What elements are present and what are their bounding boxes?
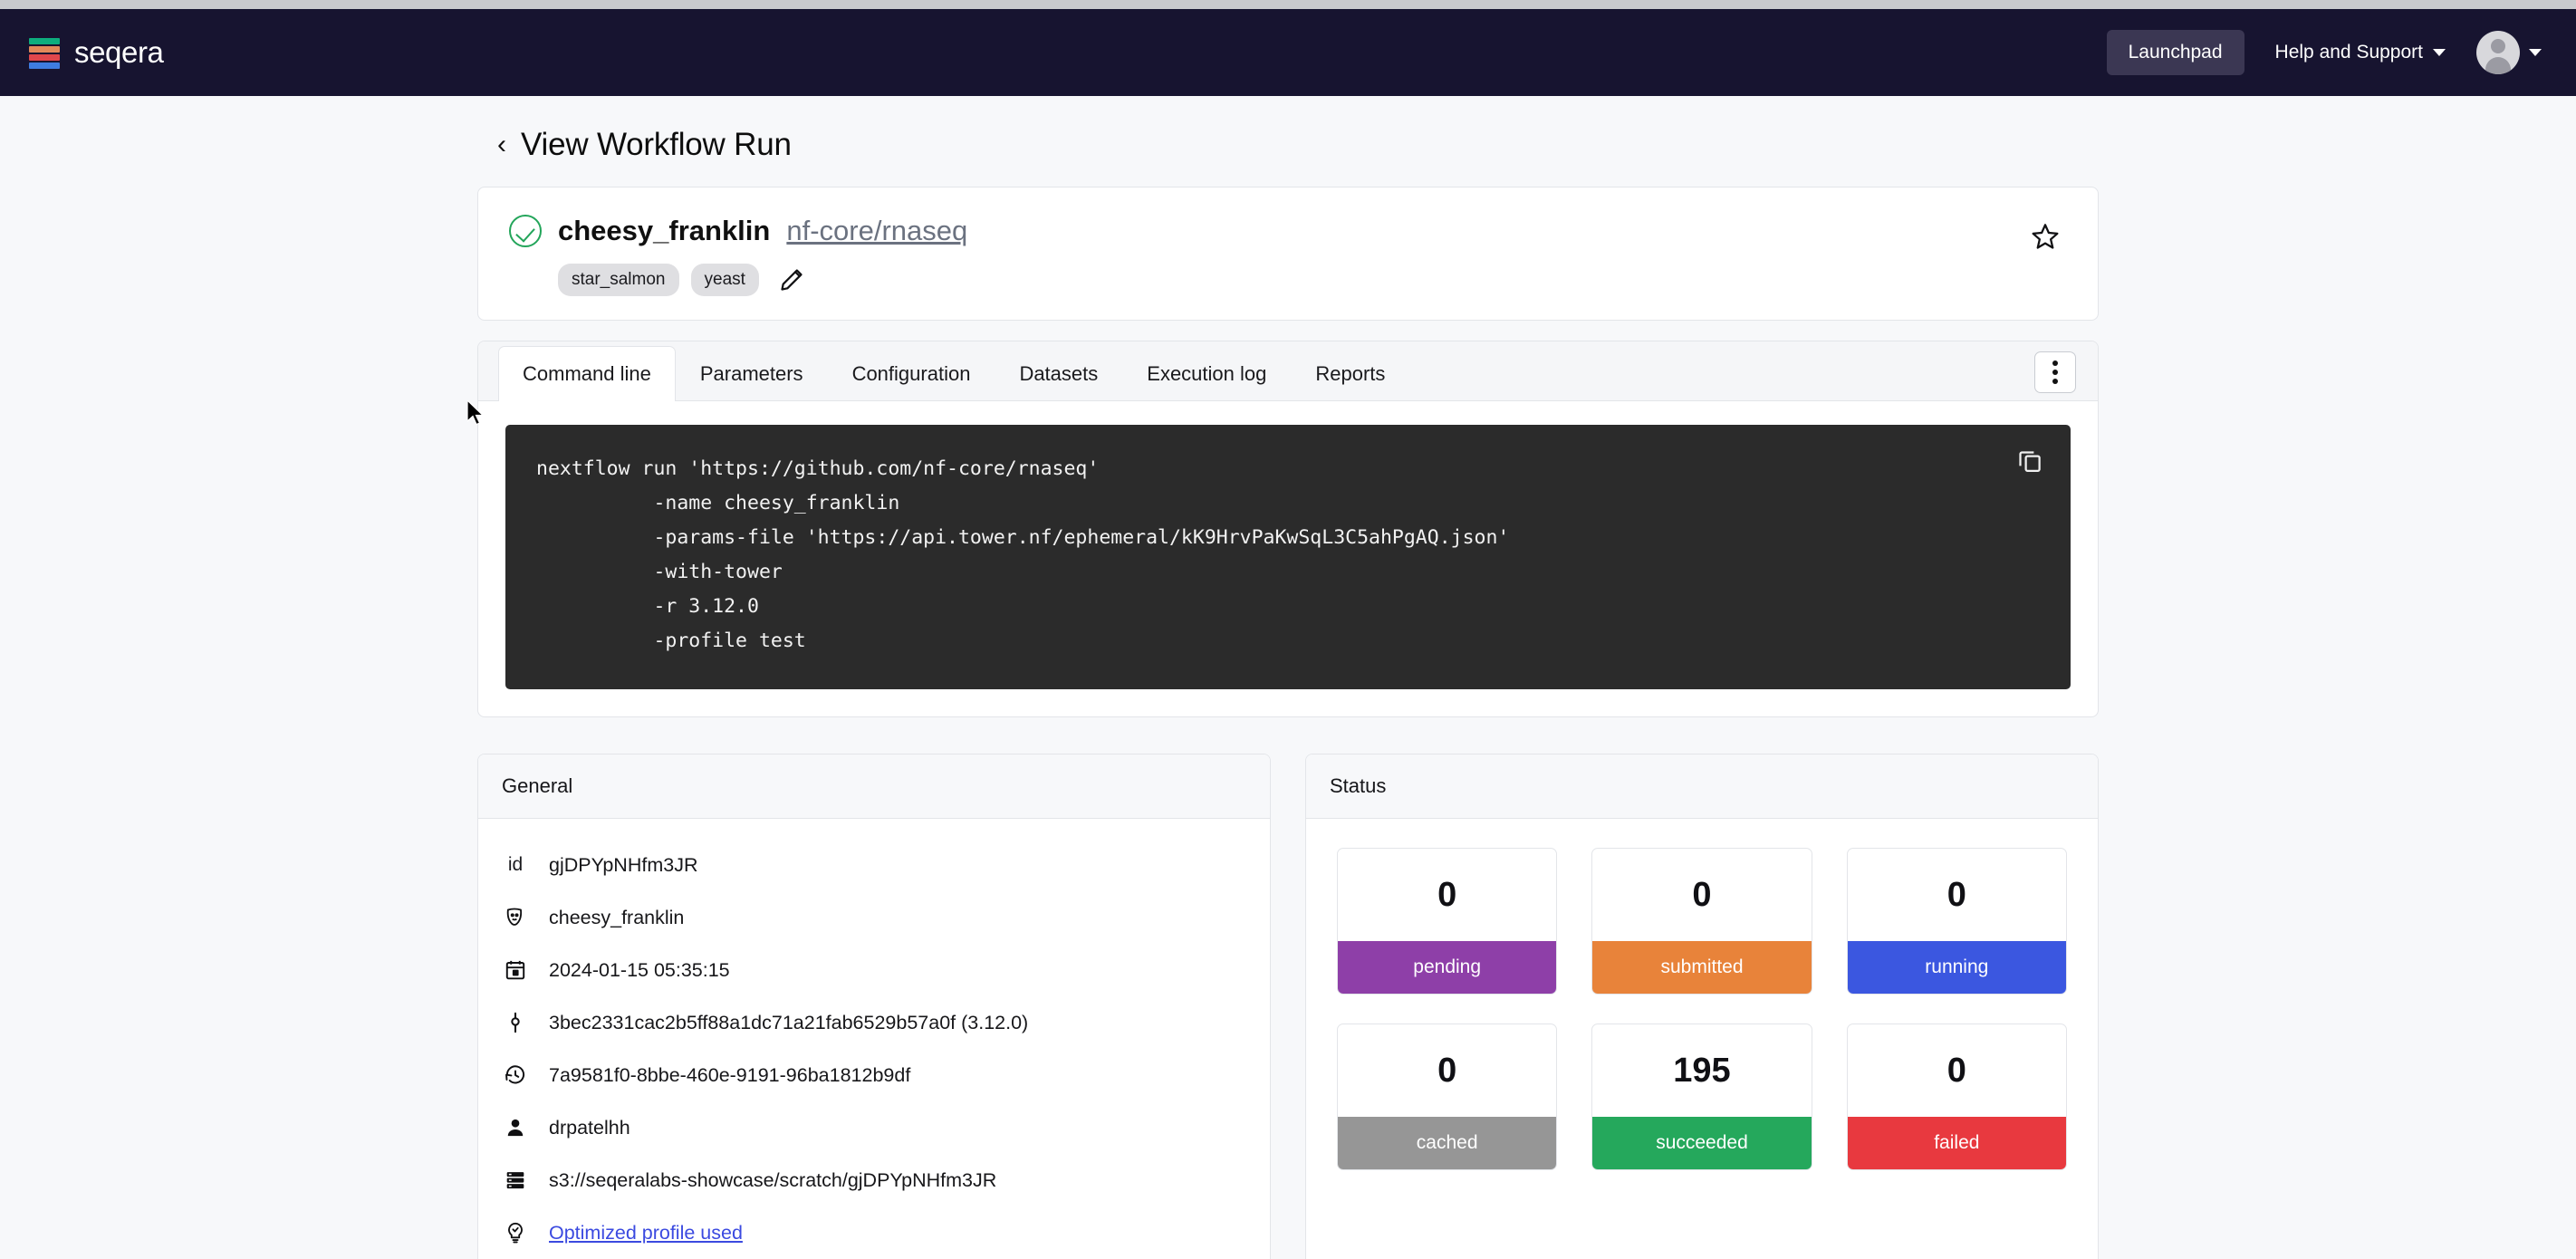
copy-icon[interactable] bbox=[2016, 447, 2043, 474]
general-panel-body: id gjDPYpNHfm3JR bbox=[478, 819, 1270, 1259]
status-badge: running bbox=[1847, 941, 2066, 994]
star-icon[interactable] bbox=[2031, 222, 2060, 255]
seqera-logo-icon bbox=[27, 35, 62, 70]
optimized-profile-link[interactable]: Optimized profile used bbox=[549, 1221, 743, 1244]
id-label: id bbox=[507, 854, 524, 875]
status-count: 195 bbox=[1673, 1051, 1731, 1090]
server-icon bbox=[502, 1168, 529, 1192]
pencil-icon[interactable] bbox=[778, 266, 805, 293]
tab-execution-log[interactable]: Execution log bbox=[1147, 362, 1267, 385]
help-and-support-menu[interactable]: Help and Support bbox=[2275, 42, 2446, 63]
status-badge: pending bbox=[1338, 941, 1557, 994]
general-row-user: drpatelhh bbox=[502, 1101, 1246, 1154]
status-badge: succeeded bbox=[1592, 1117, 1812, 1169]
tab-configuration[interactable]: Configuration bbox=[851, 362, 971, 385]
status-card-submitted: 0 submitted bbox=[1591, 848, 1812, 995]
git-commit-icon bbox=[502, 1011, 529, 1034]
user-icon bbox=[502, 1116, 529, 1139]
command-line-code-block: nextflow run 'https://github.com/nf-core… bbox=[505, 425, 2071, 689]
status-card-succeeded: 195 succeeded bbox=[1591, 1024, 1812, 1170]
page-content: ‹ View Workflow Run cheesy_franklin nf-c… bbox=[0, 96, 2576, 1259]
run-header-main: cheesy_franklin nf-core/rnaseq star_salm… bbox=[509, 215, 2031, 296]
general-value-run-name: cheesy_franklin bbox=[549, 906, 685, 928]
status-card-grid: 0 pending 0 submitted 0 running bbox=[1330, 839, 2074, 1183]
tab-reports[interactable]: Reports bbox=[1315, 362, 1386, 385]
bottom-panels: General id gjDPYpNHfm3JR bbox=[477, 754, 2099, 1259]
calendar-icon bbox=[502, 958, 529, 982]
general-row-date: 2024-01-15 05:35:15 bbox=[502, 944, 1246, 996]
top-navigation-bar: seqera Launchpad Help and Support bbox=[0, 9, 2576, 96]
brand-home-link[interactable]: seqera bbox=[27, 35, 164, 70]
general-row-run-name: cheesy_franklin bbox=[502, 891, 1246, 944]
general-row-optimized-profile: Optimized profile used bbox=[502, 1206, 1246, 1259]
status-count: 0 bbox=[1946, 875, 1966, 914]
status-count: 0 bbox=[1946, 1051, 1966, 1090]
run-name: cheesy_franklin bbox=[558, 215, 771, 246]
status-card-running: 0 running bbox=[1846, 848, 2067, 995]
command-line-panel: nextflow run 'https://github.com/nf-core… bbox=[478, 401, 2098, 716]
general-value-user: drpatelhh bbox=[549, 1116, 630, 1139]
status-card-pending: 0 pending bbox=[1337, 848, 1558, 995]
pipeline-repo-link[interactable]: nf-core/rnaseq bbox=[786, 215, 968, 246]
status-count: 0 bbox=[1437, 1051, 1457, 1090]
page-container: ‹ View Workflow Run cheesy_franklin nf-c… bbox=[477, 96, 2099, 1259]
general-row-id: id gjDPYpNHfm3JR bbox=[502, 839, 1246, 891]
run-detail-tabs-card: Command line Parameters Configuration Da… bbox=[477, 341, 2099, 717]
mask-icon bbox=[502, 906, 529, 929]
chevron-down-icon bbox=[2433, 49, 2446, 56]
launchpad-button[interactable]: Launchpad bbox=[2106, 30, 2244, 75]
command-line-text: nextflow run 'https://github.com/nf-core… bbox=[536, 457, 1510, 652]
status-badge: cached bbox=[1338, 1117, 1557, 1169]
status-badge: failed bbox=[1847, 1117, 2066, 1169]
tab-parameters[interactable]: Parameters bbox=[699, 362, 803, 385]
general-value-commit: 3bec2331cac2b5ff88a1dc71a21fab6529b57a0f… bbox=[549, 1011, 1029, 1033]
success-check-icon bbox=[509, 215, 542, 247]
general-panel-title: General bbox=[478, 754, 1270, 819]
general-row-commit: 3bec2331cac2b5ff88a1dc71a21fab6529b57a0f… bbox=[502, 996, 1246, 1049]
status-count: 0 bbox=[1692, 875, 1712, 914]
general-row-workdir: s3://seqeralabs-showcase/scratch/gjDPYpN… bbox=[502, 1154, 1246, 1206]
browser-chrome-strip bbox=[0, 0, 2576, 9]
general-value-session-id: 7a9581f0-8bbe-460e-9191-96ba1812b9df bbox=[549, 1063, 911, 1086]
user-menu[interactable] bbox=[2476, 31, 2542, 74]
run-tag[interactable]: star_salmon bbox=[558, 264, 679, 296]
help-and-support-label: Help and Support bbox=[2274, 42, 2423, 62]
run-tag-row: star_salmon yeast bbox=[558, 264, 2031, 296]
status-panel-title: Status bbox=[1306, 754, 2098, 819]
tab-bar: Command line Parameters Configuration Da… bbox=[478, 341, 2098, 401]
tab-datasets[interactable]: Datasets bbox=[1019, 362, 1099, 385]
page-title: View Workflow Run bbox=[521, 127, 792, 162]
kebab-menu-icon[interactable] bbox=[2034, 351, 2076, 393]
tab-command-line[interactable]: Command line bbox=[498, 346, 676, 401]
status-panel-body: 0 pending 0 submitted 0 running bbox=[1306, 819, 2098, 1206]
back-chevron-icon[interactable]: ‹ bbox=[497, 130, 506, 159]
chevron-down-icon bbox=[2529, 49, 2542, 56]
status-badge: submitted bbox=[1592, 941, 1812, 994]
general-row-session-id: 7a9581f0-8bbe-460e-9191-96ba1812b9df bbox=[502, 1049, 1246, 1101]
status-panel: Status 0 pending 0 submitted bbox=[1305, 754, 2099, 1259]
page-header: ‹ View Workflow Run bbox=[477, 96, 2099, 187]
general-value-date: 2024-01-15 05:35:15 bbox=[549, 958, 730, 981]
avatar bbox=[2476, 31, 2520, 74]
run-tag[interactable]: yeast bbox=[690, 264, 759, 296]
brand-name: seqera bbox=[74, 35, 164, 69]
run-header-card: cheesy_franklin nf-core/rnaseq star_salm… bbox=[477, 187, 2099, 321]
general-panel: General id gjDPYpNHfm3JR bbox=[477, 754, 1271, 1259]
status-card-cached: 0 cached bbox=[1337, 1024, 1558, 1170]
nav-right-group: Launchpad Help and Support bbox=[2106, 30, 2542, 75]
history-clock-icon bbox=[502, 1063, 529, 1087]
status-card-failed: 0 failed bbox=[1846, 1024, 2067, 1170]
run-title-row: cheesy_franklin nf-core/rnaseq bbox=[509, 215, 2031, 247]
general-value-workdir: s3://seqeralabs-showcase/scratch/gjDPYpN… bbox=[549, 1168, 997, 1191]
general-value-id: gjDPYpNHfm3JR bbox=[549, 853, 698, 876]
status-count: 0 bbox=[1437, 875, 1457, 914]
lightbulb-check-icon bbox=[502, 1221, 529, 1245]
